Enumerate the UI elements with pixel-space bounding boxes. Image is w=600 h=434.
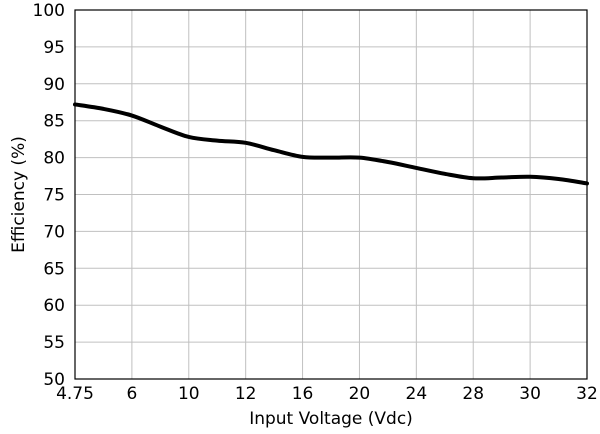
x-tick-label: 10 [178,384,200,404]
x-tick-labels: 4.75 6 10 12 16 20 24 28 30 32 [56,384,598,404]
y-tick-label: 100 [33,1,65,21]
y-tick-label: 60 [43,296,65,316]
x-tick-label: 28 [462,384,484,404]
x-axis-title: Input Voltage (Vdc) [249,409,413,429]
grid [75,10,587,379]
x-tick-label: 32 [576,384,598,404]
x-tick-label: 24 [406,384,428,404]
y-tick-label: 75 [43,186,65,206]
y-tick-label: 50 [43,370,65,390]
y-tick-label: 65 [43,259,65,279]
x-tick-label: 6 [126,384,137,404]
x-tick-label: 4.75 [56,384,94,404]
x-tick-label: 20 [349,384,371,404]
x-tick-label: 30 [519,384,541,404]
y-tick-label: 55 [43,333,65,353]
y-axis-title: Efficiency (%) [9,136,29,253]
plot-frame [74,9,588,380]
x-tick-label: 12 [235,384,257,404]
efficiency-line [73,102,589,186]
y-tick-label: 80 [43,149,65,169]
y-tick-label: 85 [43,112,65,132]
x-tick-label: 16 [292,384,314,404]
y-tick-labels: 100 95 90 85 80 75 70 65 60 55 50 [33,1,65,390]
y-tick-label: 95 [43,38,65,58]
y-tick-label: 90 [43,75,65,95]
y-tick-label: 70 [43,222,65,242]
